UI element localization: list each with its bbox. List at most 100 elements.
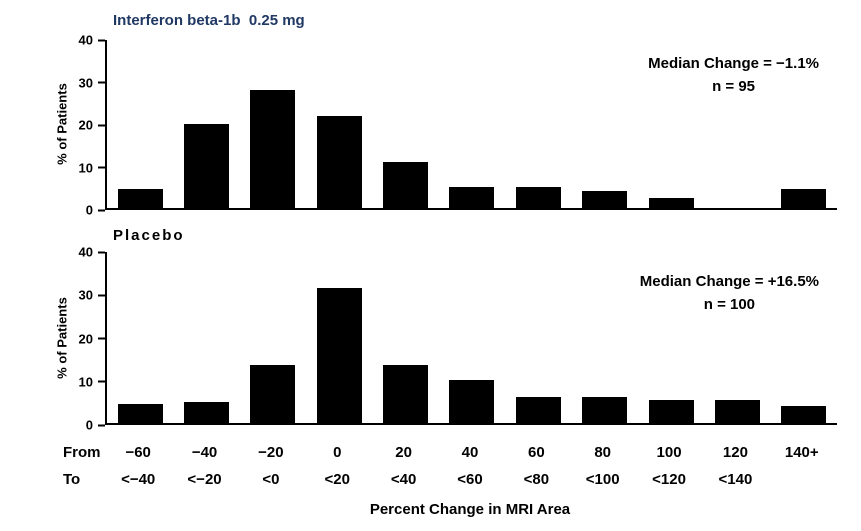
x-tick-label: <−20 [187,471,222,488]
y-tick-label: 20 [78,117,93,133]
y-tick-mark [98,424,105,426]
x-tick-label: 20 [395,444,412,461]
to-row-label: To [63,471,81,488]
x-tick-label: <80 [523,471,550,488]
bar-slot [439,40,505,208]
bar-slot [771,252,837,423]
bar-slot [107,40,173,208]
y-tick-mark [98,380,105,383]
y-axis-bottom: 0 10 20 30 40 [0,246,105,432]
bar [316,288,362,423]
y-tick: 30 [79,289,105,302]
x-from-values: −60 −40 −20 0 20 40 60 80 100 120 140+ [105,444,835,461]
x-tick-label: <100 [585,471,620,488]
y-axis-top: 0 10 20 30 40 [0,34,105,217]
bar-slot [107,252,173,423]
x-tick-label: <40 [390,471,417,488]
median-change-text-interferon: Median Change = −1.1% [648,55,819,72]
y-tick-label: 20 [78,331,93,346]
y-tick-label: 0 [85,417,93,433]
bar [250,365,296,423]
x-tick-label: 80 [594,444,612,461]
y-tick: 10 [79,375,105,388]
bar-slot [173,252,239,423]
y-tick: 0 [86,204,105,217]
plot-area-placebo: Median Change = +16.5% n = 100 [105,252,837,425]
x-tick-label: 0 [333,444,342,461]
y-tick-label: 30 [78,287,93,303]
bar-slot [439,252,505,423]
bar-slot [704,252,770,423]
y-tick: 10 [79,161,105,174]
x-axis-from-row: From −60 −40 −20 0 20 40 60 80 100 120 140+ [0,444,835,461]
x-tick-label: <−40 [121,471,156,488]
bar-slot [306,40,372,208]
y-tick-label: 10 [78,374,93,390]
bar [582,397,628,423]
x-tick-label: <20 [324,471,350,488]
x-axis-title: Percent Change in MRI Area [369,501,571,518]
y-tick: 40 [79,246,105,259]
bar-slot [638,252,704,423]
chart-title-interferon: Interferon beta-1b 0.25 mg [113,12,305,29]
bar [648,197,694,208]
bar [582,191,628,208]
bar [117,189,163,208]
median-change-text-placebo: Median Change = +16.5% [639,273,819,290]
y-tick-mark [98,337,105,340]
y-tick-mark [98,166,105,169]
x-tick-label: 60 [527,444,545,461]
bars-interferon [107,40,837,208]
bars-placebo [107,252,837,423]
y-tick: 0 [86,419,105,432]
bar-slot [638,40,704,208]
x-tick-label: <140 [718,471,753,488]
x-tick-label: −20 [258,444,284,461]
x-tick-label: 100 [656,444,682,461]
y-tick-label: 30 [78,75,93,90]
bar [184,401,230,423]
bar-slot [572,252,638,423]
bar-slot [372,40,438,208]
bar [250,90,296,208]
bar-slot [240,252,306,423]
y-tick-label: 0 [85,202,93,218]
x-axis-to-row: To <−40 <−20 <0 <20 <40 <60 <80 <100 <120 <140 [0,471,835,488]
n-count-text-interferon: n = 95 [712,78,756,96]
chart-title-placebo: Placebo [113,227,185,244]
bar-slot [505,252,571,423]
x-tick-label: 40 [461,444,479,461]
y-tick-label: 40 [78,32,93,48]
bar-slot [771,40,837,208]
y-tick-mark [98,124,105,126]
bar [515,187,561,208]
bar-slot [372,252,438,423]
x-tick-label: −40 [191,444,218,461]
plot-area-interferon: Median Change = −1.1% n = 95 [105,40,837,210]
from-row-label: From [63,444,101,461]
x-to-values: <−40 <−20 <0 <20 <40 <60 <80 <100 <120 <140 [105,471,835,488]
bar [449,380,495,423]
bar [117,403,163,423]
bar [184,124,230,208]
y-tick-mark [98,81,105,84]
y-tick: 30 [79,76,105,89]
bar [449,187,495,208]
x-tick-label: <0 [262,471,280,488]
y-tick-label: 10 [78,160,93,175]
bar [781,189,827,208]
bar [383,161,429,208]
annotation-placebo: Median Change = +16.5% n = 100 [640,270,819,317]
x-tick-label: <120 [652,471,686,488]
n-count-text-placebo: n = 100 [703,296,756,314]
x-tick-label [769,471,835,488]
y-tick: 20 [79,332,105,345]
bar-slot [173,40,239,208]
bar-slot [572,40,638,208]
y-tick-mark [98,39,105,41]
bar [316,115,362,208]
y-tick: 40 [79,34,105,47]
y-tick-mark [98,209,105,211]
bar [714,399,760,423]
